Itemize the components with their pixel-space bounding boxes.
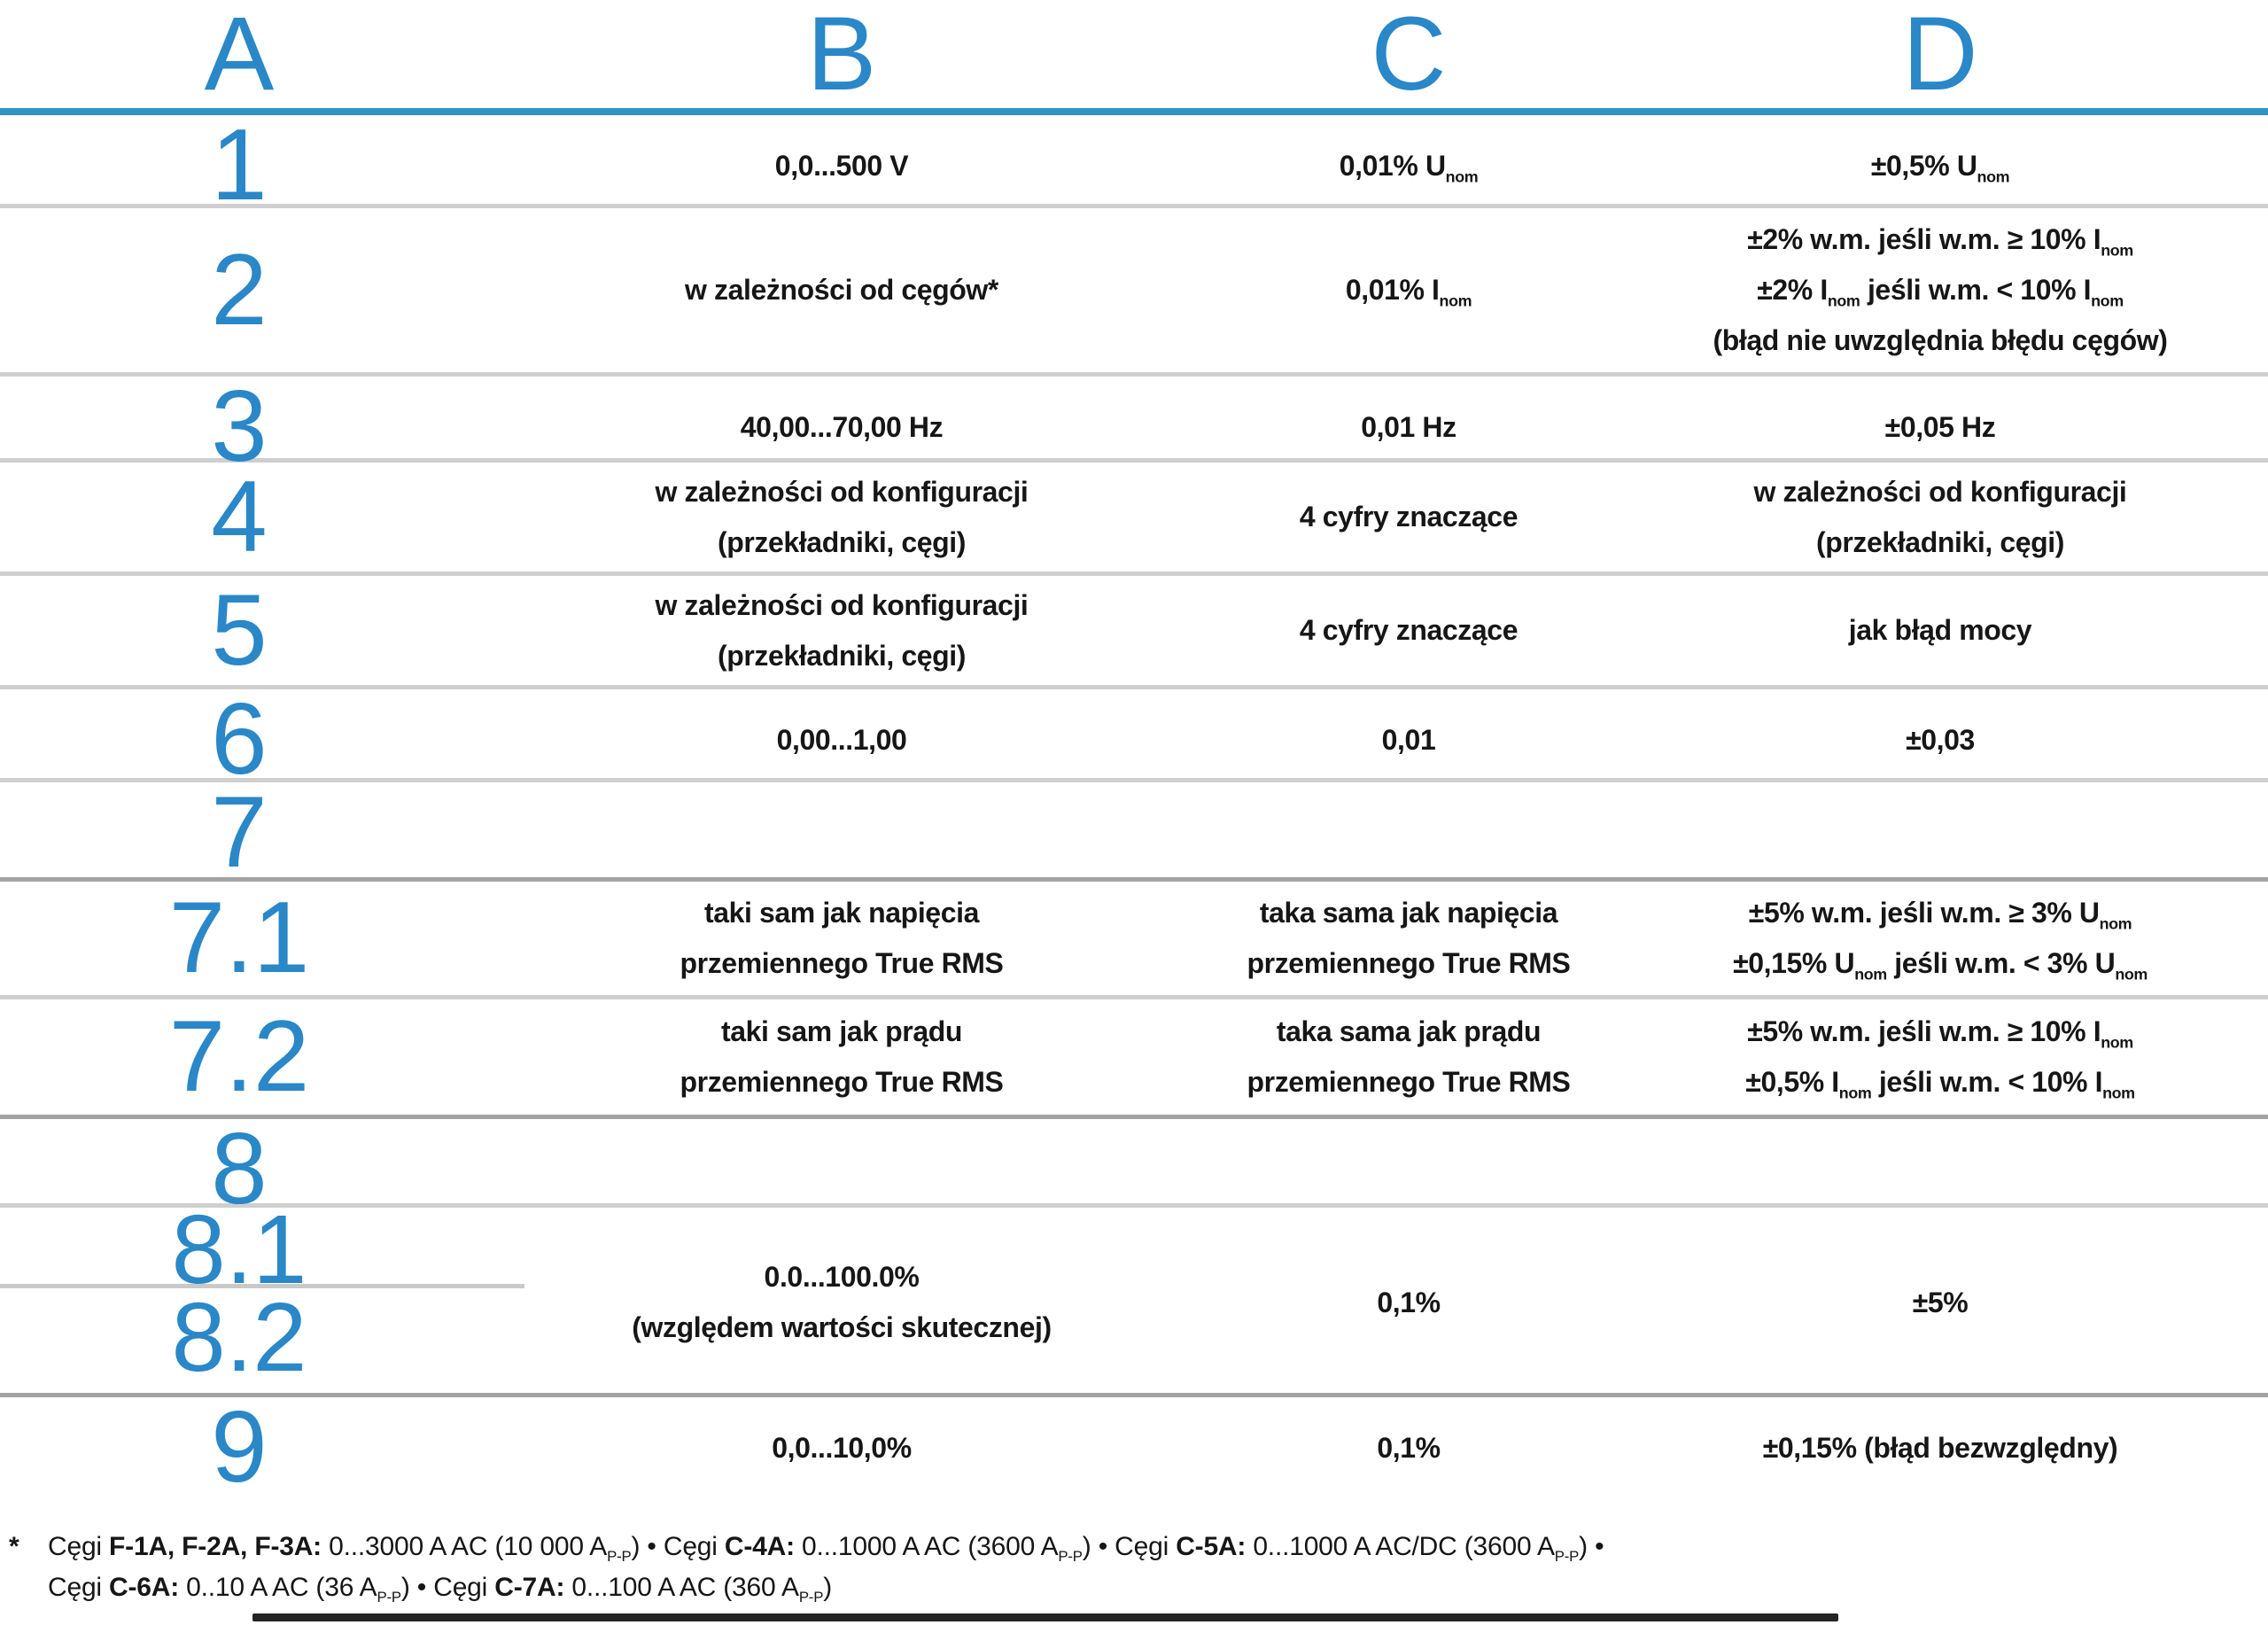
table-row-7-1: 7.1 taki sam jak napięcia przemiennego T… [0, 882, 2268, 999]
cell-b: taki sam jak prądu przemiennego True RMS [680, 1015, 1004, 1098]
row-label-3: 3 [211, 370, 268, 483]
row-label-2: 2 [211, 233, 268, 346]
cell-d: ±0,15% (błąd bezwzględny) [1762, 1431, 2118, 1464]
cell-b: w zależności od cęgów* [685, 274, 998, 306]
cell-c: 0,01% Inom [1345, 274, 1472, 310]
partial-row-divider [0, 1284, 524, 1288]
cell-b-merged: 0.0...100.0% (względem wartości skuteczn… [632, 1261, 1052, 1343]
table-row-3: 3 40,00...70,00 Hz 0,01 Hz ±0,05 Hz [0, 377, 2268, 478]
cell-b: taki sam jak napięcia przemiennego True … [680, 897, 1004, 979]
table-row-4: 4 w zależności od konfiguracji (przekład… [0, 463, 2268, 576]
row-label-8-2: 8.2 [171, 1283, 307, 1392]
table-row-group-8-1-8-2: 8.1 8.2 0.0...100.0% (względem wartości … [0, 1195, 2268, 1397]
table-row-7: 7 [0, 776, 2268, 889]
row-label-6: 6 [211, 683, 268, 796]
row-label-5: 5 [211, 573, 268, 687]
row-label-7-1: 7.1 [168, 882, 310, 994]
cell-c: taka sama jak napięcia przemiennego True… [1247, 897, 1571, 979]
column-header-b: B [806, 0, 877, 113]
cell-b: 0,0...500 V [774, 149, 909, 182]
cell-b: 0,00...1,00 [776, 723, 907, 756]
row-label-8: 8 [211, 1113, 268, 1225]
cell-d: jak błąd mocy [1848, 614, 2032, 646]
row-label-4: 4 [211, 460, 268, 573]
cell-b: w zależności od konfiguracji (przekładni… [655, 588, 1029, 672]
cell-b: 0,0...10,0% [772, 1431, 912, 1464]
row-labels-8x: 8.1 8.2 [0, 1195, 478, 1397]
table-row-8: 8 [0, 1119, 2268, 1220]
cell-c-merged: 0,1% [1377, 1286, 1441, 1318]
table-row-1: 1 0,0...500 V 0,01% Unom ±0,5% Unom [0, 115, 2268, 216]
row-label-7: 7 [211, 776, 268, 889]
row-label-9: 9 [211, 1391, 268, 1504]
cell-d: ±0,03 [1906, 723, 1975, 756]
footnote-text: Cęgi F-1A, F-2A, F-3A: 0...3000 A AC (10… [48, 1527, 1604, 1608]
cell-c: 0,1% [1377, 1431, 1441, 1464]
footnote-line-2: Cęgi C-6A: 0..10 A AC (36 AP-P) • Cęgi C… [48, 1573, 832, 1606]
table-row-2: 2 w zależności od cęgów* 0,01% Inom ±2% … [0, 208, 2268, 377]
footnote: * Cęgi F-1A, F-2A, F-3A: 0...3000 A AC (… [0, 1527, 2268, 1608]
cell-d: ±0,5% Unom [1870, 149, 2010, 185]
table-row-9: 9 0,0...10,0% 0,1% ±0,15% (błąd bezwzglę… [0, 1397, 2268, 1498]
cell-c: 0,01% Unom [1339, 149, 1479, 185]
cell-c: 4 cyfry znaczące [1299, 501, 1518, 533]
bottom-bar [252, 1613, 1838, 1621]
table-header-row: A B C D [0, 0, 2268, 115]
cell-d-merged: ±5% [1912, 1286, 1969, 1318]
cell-b: w zależności od konfiguracji (przekładni… [655, 475, 1029, 558]
cell-d: ±0,05 Hz [1884, 410, 1996, 443]
cell-b: 40,00...70,00 Hz [740, 410, 944, 443]
cell-c: taka sama jak prądu przemiennego True RM… [1247, 1015, 1571, 1098]
table-row-6: 6 0,00...1,00 0,01 ±0,03 [0, 689, 2268, 790]
footnote-line-1: Cęgi F-1A, F-2A, F-3A: 0...3000 A AC (10… [48, 1532, 1604, 1565]
table-row-5: 5 w zależności od konfiguracji (przekład… [0, 576, 2268, 689]
cell-d: ±2% w.m. jeśli w.m. ≥ 10% Inom ±2% Inom … [1713, 223, 2168, 356]
row-label-7-2: 7.2 [168, 1000, 310, 1113]
column-header-c: C [1371, 0, 1447, 113]
cell-d: ±5% w.m. jeśli w.m. ≥ 3% Unom ±0,15% Uno… [1733, 897, 2148, 984]
column-header-d: D [1902, 0, 1978, 113]
column-header-a: A [204, 0, 275, 113]
cell-c: 0,01 Hz [1361, 410, 1456, 443]
cell-d: ±5% w.m. jeśli w.m. ≥ 10% Inom ±0,5% Ino… [1745, 1015, 2135, 1102]
table-row-7-2: 7.2 taki sam jak prądu przemiennego True… [0, 999, 2268, 1119]
cell-c: 4 cyfry znaczące [1299, 614, 1518, 646]
cell-c: 0,01 [1381, 723, 1436, 756]
cell-d: w zależności od konfiguracji (przekładni… [1753, 475, 2127, 558]
row-label-1: 1 [211, 109, 268, 222]
row-label-8-1: 8.1 [171, 1195, 307, 1304]
footnote-asterisk: * [9, 1532, 19, 1561]
